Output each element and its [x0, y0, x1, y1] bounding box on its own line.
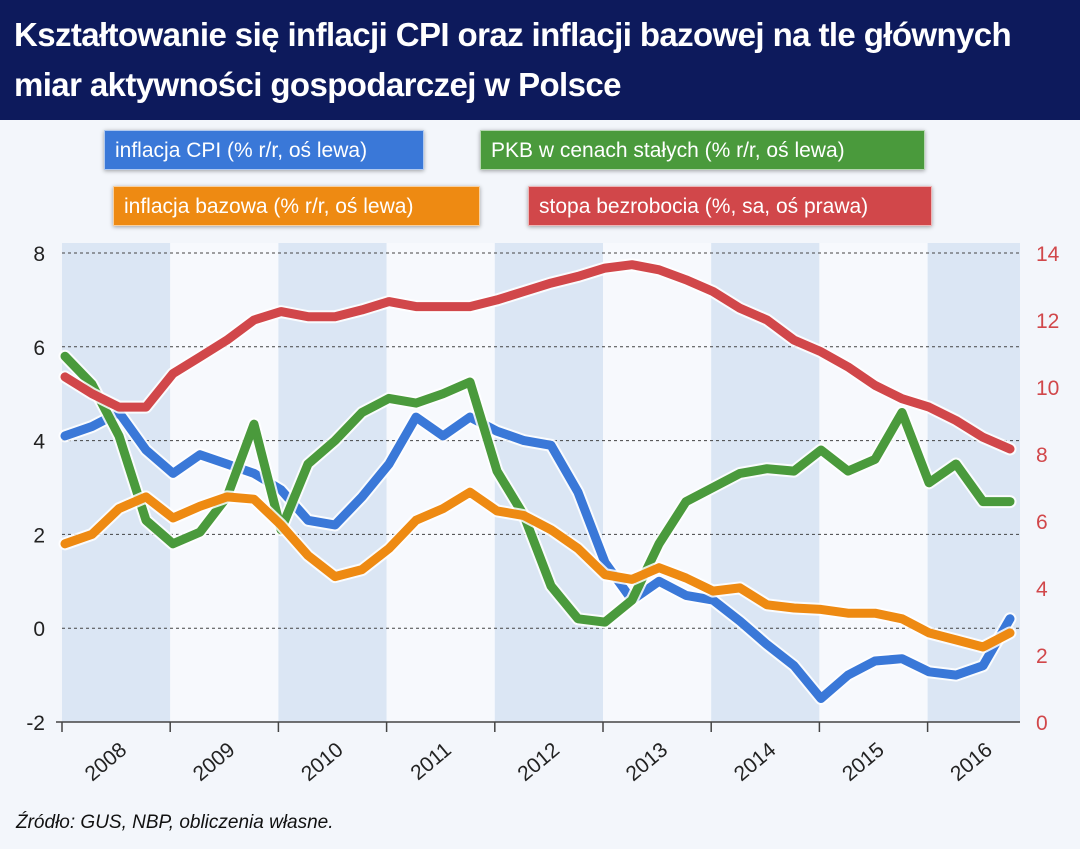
- y-right-tick-label: 12: [1036, 310, 1059, 333]
- chart-title: Kształtowanie się inflacji CPI oraz infl…: [14, 16, 1012, 103]
- gridlines: [62, 252, 1020, 629]
- y-left-tick-label: 4: [33, 431, 45, 454]
- y-right-tick-label: 6: [1036, 511, 1048, 534]
- legend-core-inflation: inflacja bazowa (% r/r, oś lewa): [113, 186, 480, 226]
- y-right-tick-label: 2: [1036, 645, 1048, 668]
- year-bands: [0, 120, 1080, 849]
- series-line-cpi: [60, 408, 1015, 703]
- year-band: [62, 243, 171, 722]
- y-left-tick-label: 0: [33, 618, 45, 641]
- y-right-tick-label: 14: [1036, 243, 1060, 266]
- year-band: [494, 243, 603, 722]
- series-line-unemployment: [60, 260, 1015, 454]
- y-left-tick-label: -2: [26, 712, 45, 735]
- legend-gdp: PKB w cenach stałych (% r/r, oś lewa): [480, 130, 925, 170]
- year-band: [819, 243, 928, 722]
- y-right-tick-label: 0: [1036, 712, 1048, 735]
- legend-cpi: inflacja CPI (% r/r, oś lewa): [104, 130, 424, 170]
- y-left-tick-label: 2: [33, 524, 45, 547]
- series-line-core-inflation: [60, 487, 1015, 652]
- y-right-tick-label: 4: [1036, 578, 1048, 601]
- title-banner: Kształtowanie się inflacji CPI oraz infl…: [0, 0, 1080, 120]
- year-band: [386, 243, 495, 722]
- legend-unemployment: stopa bezrobocia (%, sa, oś prawa): [528, 186, 932, 226]
- year-band: [603, 243, 712, 722]
- y-right-tick-label: 10: [1036, 377, 1059, 400]
- source-note: Źródło: GUS, NBP, obliczenia własne.: [16, 812, 334, 833]
- y-right-tick-label: 8: [1036, 444, 1048, 467]
- series-lines: [58, 258, 1017, 705]
- y-left-tick-label: 8: [33, 243, 45, 266]
- y-left-tick-label: 6: [33, 337, 45, 360]
